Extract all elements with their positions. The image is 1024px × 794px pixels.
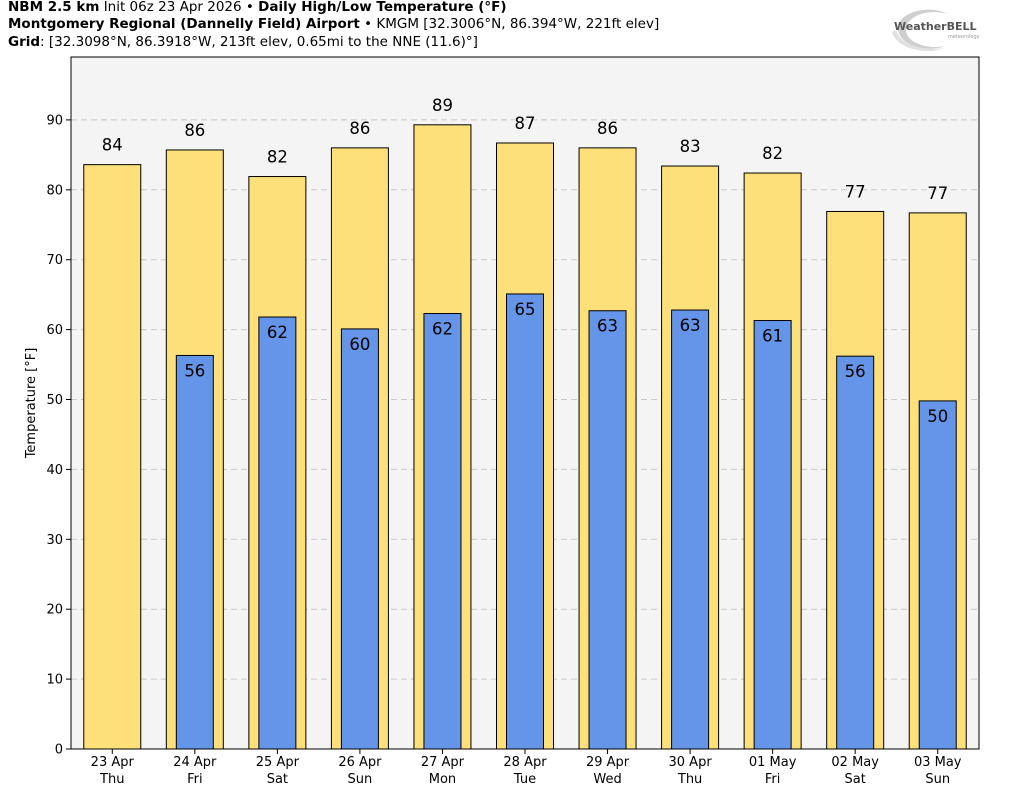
- low-temp-bar: [258, 316, 297, 750]
- x-tick-date: 23 Apr: [91, 755, 135, 770]
- x-tick-date: 03 May: [914, 755, 962, 770]
- high-temp-bar: [83, 164, 142, 750]
- header-line-1: NBM 2.5 km Init 06z 23 Apr 2026 • Daily …: [8, 0, 507, 15]
- y-axis-label: Temperature [°F]: [24, 348, 39, 460]
- high-temp-label: 82: [762, 144, 783, 163]
- bullet-separator: •: [364, 16, 373, 32]
- y-tick-label: 40: [46, 463, 63, 478]
- high-temp-label: 77: [845, 182, 866, 201]
- logo-text: WeatherBELL: [894, 20, 977, 33]
- high-temp-label: 84: [102, 136, 123, 155]
- low-temp-label: 60: [349, 335, 370, 354]
- low-temp-label: 50: [927, 407, 948, 426]
- high-temp-label: 86: [349, 119, 370, 138]
- low-temp-label: 62: [267, 323, 288, 342]
- x-tick-date: 27 Apr: [421, 755, 465, 770]
- x-tick-date: 28 Apr: [503, 755, 547, 770]
- x-tick-date: 26 Apr: [338, 755, 382, 770]
- x-tick-date: 30 Apr: [669, 755, 713, 770]
- low-temp-bar: [836, 355, 875, 750]
- x-tick-day: Wed: [593, 772, 621, 787]
- x-tick-day: Fri: [765, 772, 781, 787]
- x-tick-day: Tue: [513, 772, 536, 787]
- y-tick-label: 90: [46, 113, 63, 128]
- low-temp-label: 56: [845, 362, 866, 381]
- low-temp-bar: [588, 310, 627, 750]
- x-tick-date: 02 May: [831, 755, 879, 770]
- header-line-3: Grid: [32.3098°N, 86.3918°W, 213ft elev,…: [8, 34, 478, 50]
- grid-label: Grid: [8, 34, 41, 50]
- axis-ticks: 0 10 20 30 40 50 60 70 80 90 23 Apr Thu 24 Apr Fri 25 …: [46, 113, 961, 787]
- x-tick-date: 01 May: [749, 755, 797, 770]
- y-tick-label: 80: [46, 183, 63, 198]
- x-tick-date: 24 Apr: [173, 755, 217, 770]
- high-temp-label: 87: [515, 114, 536, 133]
- x-tick-day: Sat: [845, 772, 866, 787]
- bars: 84 86 56 82 62 86 60 89 62 87 65 86 63 83 63 82 61 77 56 77…: [83, 96, 967, 750]
- y-tick-label: 10: [46, 673, 63, 688]
- y-tick-label: 70: [46, 253, 63, 268]
- low-temp-label: 61: [762, 327, 783, 346]
- x-tick-day: Sat: [267, 772, 288, 787]
- x-tick-day: Fri: [187, 772, 203, 787]
- low-temp-bar: [175, 354, 214, 750]
- x-tick-date: 29 Apr: [586, 755, 630, 770]
- y-tick-label: 0: [55, 743, 63, 758]
- y-tick-label: 30: [46, 533, 63, 548]
- station-name: Montgomery Regional (Dannelly Field) Air…: [8, 16, 360, 32]
- x-tick-day: Sun: [925, 772, 950, 787]
- logo-tagline: meteorology: [948, 34, 980, 40]
- station-coordinates: KMGM [32.3006°N, 86.394°W, 221ft elev]: [376, 16, 660, 32]
- init-time: Init 06z 23 Apr 2026: [103, 0, 242, 15]
- low-temp-label: 63: [597, 317, 618, 336]
- low-temp-bar: [918, 400, 957, 750]
- high-temp-label: 83: [680, 137, 701, 156]
- model-name: NBM 2.5 km: [8, 0, 100, 15]
- low-temp-label: 65: [515, 300, 536, 319]
- x-tick-day: Mon: [429, 772, 456, 787]
- x-tick-date: 25 Apr: [256, 755, 300, 770]
- grid-coordinates: : [32.3098°N, 86.3918°W, 213ft elev, 0.6…: [40, 34, 478, 50]
- high-temp-label: 89: [432, 96, 453, 115]
- low-temp-label: 62: [432, 320, 453, 339]
- header-line-2: Montgomery Regional (Dannelly Field) Air…: [8, 16, 659, 32]
- high-temp-label: 86: [597, 119, 618, 138]
- high-temp-label: 82: [267, 148, 288, 167]
- y-tick-label: 50: [46, 393, 63, 408]
- low-temp-bar: [506, 293, 544, 750]
- x-tick-day: Thu: [677, 772, 702, 787]
- weatherbell-logo: WeatherBELL meteorology: [892, 9, 980, 52]
- high-temp-label: 86: [184, 121, 205, 140]
- high-temp-label: 77: [927, 184, 948, 203]
- y-tick-label: 60: [46, 323, 63, 338]
- low-temp-bar: [340, 328, 379, 750]
- bullet-separator: •: [245, 0, 254, 15]
- low-temp-bar: [423, 313, 462, 750]
- x-tick-day: Thu: [99, 772, 124, 787]
- y-tick-label: 20: [46, 603, 63, 618]
- chart-title: Daily High/Low Temperature (°F): [258, 0, 507, 15]
- low-temp-label: 63: [680, 316, 701, 335]
- low-temp-bar: [753, 320, 792, 750]
- x-tick-day: Sun: [348, 772, 373, 787]
- low-temp-label: 56: [184, 361, 205, 380]
- low-temp-bar: [671, 309, 710, 750]
